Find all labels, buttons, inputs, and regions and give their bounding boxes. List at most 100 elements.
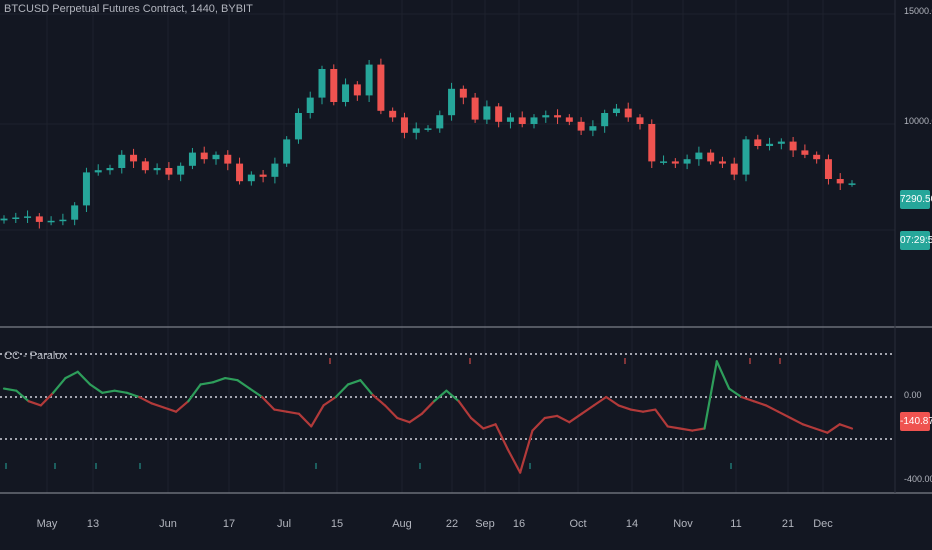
oscillator-segment: [138, 395, 153, 405]
time-axis-label: Oct: [569, 518, 586, 530]
grid-lines: [0, 0, 895, 493]
oscillator-segment: [715, 360, 731, 390]
candle-body: [612, 108, 620, 113]
oscillator-segment: [383, 404, 399, 420]
time-axis-label: 13: [87, 518, 99, 530]
oscillator-segment: [826, 423, 841, 434]
candle-body: [247, 174, 255, 182]
oscillator-segment: [285, 410, 301, 415]
oscillator-segment: [322, 395, 337, 407]
candle-body: [506, 117, 514, 122]
oscillator-segment: [101, 389, 116, 394]
candle-body: [200, 152, 208, 160]
oscillator-segment: [555, 414, 571, 424]
time-axis-label: 15: [331, 518, 343, 530]
indicator-axis-label-400: -400.00: [904, 474, 932, 484]
candle-body: [695, 152, 703, 160]
oscillator-segment: [88, 383, 104, 394]
candle-body: [389, 110, 397, 118]
candle-body: [0, 218, 8, 221]
time-axis-label: Aug: [392, 518, 412, 530]
time-axis-label: 21: [782, 518, 794, 530]
price-axis-label-15000: 15000.00: [904, 6, 932, 16]
candle-body: [94, 170, 102, 173]
candle-body: [342, 84, 350, 102]
candle-body: [35, 216, 43, 222]
oscillator-segment: [617, 404, 632, 411]
oscillator-segment: [543, 414, 559, 420]
candle-body: [165, 168, 173, 175]
oscillator-segment: [506, 448, 522, 474]
candle-body: [188, 152, 196, 166]
oscillator-segment: [801, 423, 817, 430]
candle-body: [153, 168, 161, 171]
oscillator-segment: [199, 381, 215, 386]
candle-body: [259, 174, 267, 177]
candle-body: [589, 126, 597, 131]
oscillator-segment: [764, 404, 780, 413]
candle-body: [542, 115, 550, 118]
candle-body: [224, 154, 232, 164]
time-axis-label: 17: [223, 518, 235, 530]
candle-body: [671, 161, 679, 164]
candle-body: [424, 128, 432, 130]
oscillator-segment: [27, 400, 42, 407]
oscillator-segment: [2, 387, 18, 392]
oscillator-segment: [482, 423, 497, 430]
candle-body: [212, 154, 220, 160]
oscillator-segment: [260, 395, 276, 411]
time-axis-label: 16: [513, 518, 525, 530]
signal-markers: [5, 358, 781, 469]
oscillator-segment: [433, 389, 448, 403]
oscillator-segment: [494, 423, 509, 451]
candle-body: [707, 152, 715, 162]
candle-body: [836, 179, 844, 184]
oscillator-segment: [310, 404, 325, 428]
candle-body: [636, 117, 644, 124]
oscillator-segment: [445, 389, 460, 403]
oscillator-segment: [777, 410, 792, 420]
oscillator-segment: [150, 402, 165, 409]
oscillator-segment: [187, 383, 202, 403]
candle-body: [660, 161, 668, 163]
oscillator-segment: [691, 427, 706, 432]
oscillator-segment: [396, 416, 411, 424]
countdown-badge: 07:29:51: [900, 231, 932, 250]
time-axis-label: Nov: [673, 518, 693, 530]
candle-body: [365, 64, 373, 96]
oscillator-segment: [519, 429, 534, 474]
oscillator-segment: [629, 408, 645, 413]
oscillator-segment: [678, 427, 694, 432]
oscillator-segment: [76, 370, 92, 386]
candle-body: [71, 205, 79, 220]
time-axis-label: Jul: [277, 518, 291, 530]
symbol-title[interactable]: BTCUSD Perpetual Futures Contract, 1440,…: [4, 3, 253, 15]
candle-body: [483, 106, 491, 120]
oscillator-segment: [113, 389, 128, 394]
candle-body: [24, 216, 32, 218]
oscillator-segment: [740, 395, 755, 403]
candle-body: [353, 84, 361, 96]
indicator-axis-label-0: 0.00: [904, 390, 922, 400]
oscillator-segment: [347, 379, 362, 386]
oscillator-segment: [728, 387, 743, 399]
candle-body: [459, 88, 467, 98]
indicator-title[interactable]: CC - Paralox: [4, 350, 67, 362]
candle-body: [471, 97, 479, 120]
candle-body: [141, 161, 149, 171]
candle-body: [789, 141, 797, 151]
oscillator-segment: [408, 412, 423, 424]
time-axis: May 13 Jun 17 Jul 15 Aug 22 Sep 16 Oct 14 Nov 11 21 Dec: [37, 518, 834, 530]
candle-body: [848, 183, 856, 185]
candle-body: [330, 69, 338, 102]
oscillator-segment: [814, 427, 829, 434]
oscillator-segment: [580, 404, 596, 415]
candle-body: [436, 115, 444, 129]
candle-body: [624, 108, 632, 118]
candle-body: [577, 121, 585, 131]
oscillator-line: [2, 360, 854, 474]
oscillator-segment: [52, 377, 67, 394]
candle-body: [412, 128, 420, 133]
candle-body: [777, 141, 785, 144]
